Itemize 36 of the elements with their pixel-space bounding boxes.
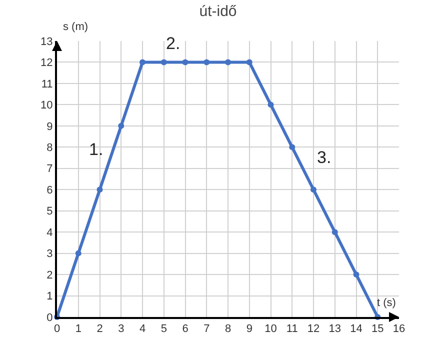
- y-tick-label: 3: [46, 248, 53, 260]
- x-tick-label: 10: [264, 323, 277, 336]
- x-tick-label: 13: [328, 323, 342, 336]
- x-tick-label: 2: [96, 323, 103, 336]
- x-axis-title: t (s): [377, 297, 396, 309]
- x-tick-label: 3: [118, 323, 124, 336]
- x-tick-label: 6: [182, 323, 188, 336]
- x-tick-label: 15: [372, 323, 384, 336]
- x-tick-label: 5: [160, 323, 167, 336]
- annotation: 1.: [89, 140, 104, 159]
- y-tick-label: 4: [46, 226, 53, 239]
- y-tick-label: 10: [40, 100, 53, 112]
- y-tick-label: 13: [40, 36, 53, 48]
- x-tick-label: 12: [307, 323, 320, 336]
- y-tick-label: 9: [46, 120, 53, 133]
- x-tick-label: 7: [204, 323, 210, 336]
- x-tick-label: 1: [75, 323, 82, 336]
- y-tick-label: 1: [46, 290, 53, 303]
- y-tick-label: 12: [40, 57, 53, 70]
- chart-title: út-idő: [199, 2, 237, 20]
- x-tick-label: 16: [392, 323, 406, 336]
- x-tick-label: 14: [350, 323, 362, 336]
- y-tick-label: 5: [46, 206, 53, 218]
- x-tick-label: 4: [139, 323, 146, 336]
- annotation: 3.: [317, 148, 332, 167]
- x-tick-label: 8: [224, 323, 232, 336]
- annotation: 2.: [166, 34, 180, 53]
- y-tick-label: 7: [46, 163, 53, 176]
- x-tick-label: 9: [246, 323, 252, 336]
- y-tick-label: 6: [46, 184, 53, 196]
- x-tick-label: 11: [286, 323, 298, 336]
- y-tick-label: 0: [46, 312, 53, 324]
- y-axis-title: s (m): [63, 21, 88, 33]
- y-tick-label: 2: [46, 269, 53, 282]
- y-tick-label: 8: [46, 142, 53, 154]
- y-tick-label: 11: [41, 78, 53, 90]
